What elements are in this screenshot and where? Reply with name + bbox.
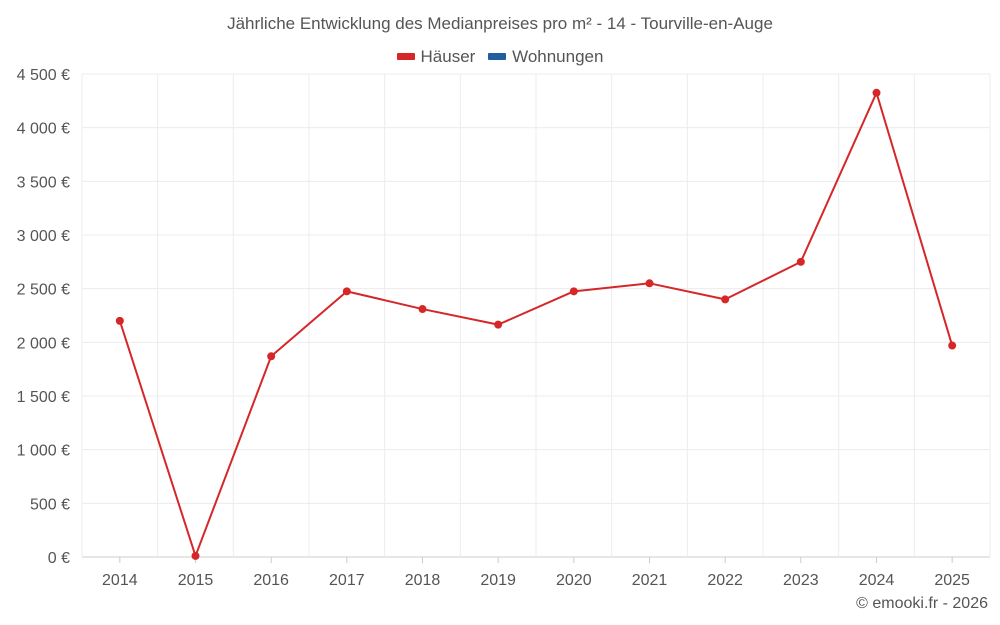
x-tick-label: 2022 xyxy=(707,572,743,589)
data-point[interactable] xyxy=(645,279,654,288)
legend-label-haeuser: Häuser xyxy=(420,46,476,66)
data-point[interactable] xyxy=(721,295,730,304)
y-tick-label: 2 000 € xyxy=(17,335,70,352)
data-point[interactable] xyxy=(569,287,578,296)
data-point[interactable] xyxy=(191,551,200,560)
y-tick-label: 4 500 € xyxy=(17,67,70,84)
legend-swatch-wohnungen xyxy=(488,53,507,60)
y-tick-label: 1 000 € xyxy=(17,443,70,460)
chart-title: Jährliche Entwicklung des Medianpreises … xyxy=(227,14,773,33)
data-point[interactable] xyxy=(872,88,881,97)
legend: Häuser Wohnungen xyxy=(0,45,1000,67)
x-tick-label: 2018 xyxy=(405,572,441,589)
y-tick-label: 3 000 € xyxy=(17,228,70,245)
y-tick-label: 1 500 € xyxy=(17,389,70,406)
x-tick-label: 2024 xyxy=(859,572,895,589)
x-tick-label: 2014 xyxy=(102,572,138,589)
x-tick-label: 2020 xyxy=(556,572,592,589)
credit: © emooki.fr - 2026 xyxy=(856,595,988,612)
y-tick-label: 3 500 € xyxy=(17,174,70,191)
x-tick-label: 2015 xyxy=(178,572,214,589)
legend-item-haeuser[interactable]: Häuser xyxy=(396,46,476,67)
data-point[interactable] xyxy=(115,316,124,325)
data-point[interactable] xyxy=(494,320,503,329)
legend-swatch-haeuser xyxy=(396,53,415,60)
legend-item-wohnungen[interactable]: Wohnungen xyxy=(488,47,603,67)
y-tick-label: 0 € xyxy=(48,550,70,567)
x-tick-label: 2016 xyxy=(253,572,289,589)
x-tick-label: 2021 xyxy=(632,572,668,589)
legend-label-wohnungen: Wohnungen xyxy=(512,46,604,66)
y-tick-label: 500 € xyxy=(30,496,70,513)
x-tick-label: 2017 xyxy=(329,572,365,589)
data-point[interactable] xyxy=(418,305,427,314)
data-point[interactable] xyxy=(796,257,805,266)
x-tick-label: 2025 xyxy=(934,572,970,589)
data-point[interactable] xyxy=(342,287,351,296)
x-tick-label: 2023 xyxy=(783,572,819,589)
y-tick-label: 2 500 € xyxy=(17,282,70,299)
data-point[interactable] xyxy=(948,341,957,350)
y-tick-label: 4 000 € xyxy=(17,121,70,138)
series-line-häuser xyxy=(118,91,954,557)
data-point[interactable] xyxy=(267,352,276,361)
x-tick-label: 2019 xyxy=(480,572,516,589)
